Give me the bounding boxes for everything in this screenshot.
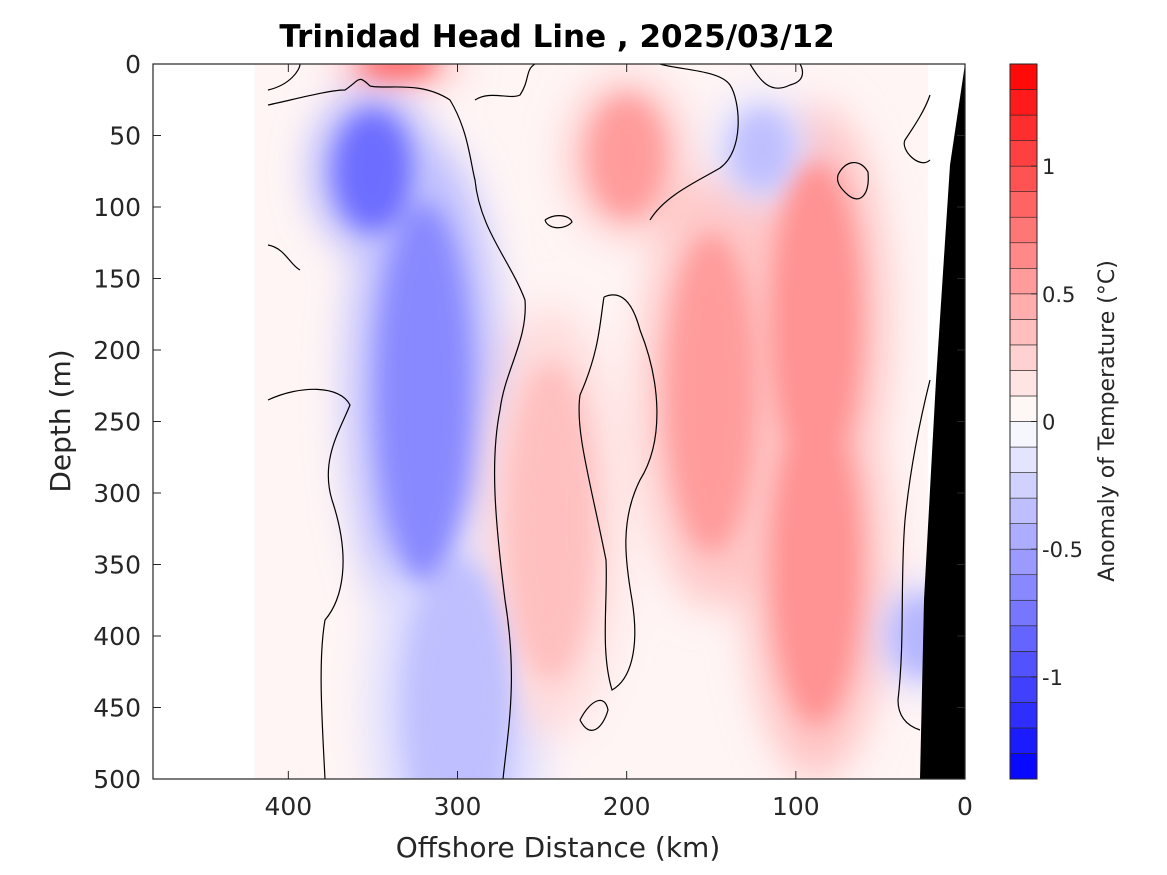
feature-core <box>771 404 862 725</box>
x-axis-ticks: 400 300 200 100 0 <box>264 64 973 821</box>
y-axis-ticks: 0 50 100 150 200 250 300 350 400 450 500 <box>93 50 965 794</box>
x-tick-label: 200 <box>603 792 651 821</box>
feature-core <box>666 232 757 553</box>
y-tick-label: 500 <box>93 765 141 794</box>
colorbar-cell <box>1009 472 1038 499</box>
feature-core <box>505 361 596 682</box>
colorbar-cell <box>1009 242 1038 269</box>
zero-contours <box>267 64 931 779</box>
colorbar-cell <box>1009 293 1038 320</box>
y-tick-label: 400 <box>93 622 141 651</box>
colorbar-cell <box>1009 191 1038 218</box>
colorbar-cell <box>1009 497 1038 524</box>
feature-core <box>402 557 513 779</box>
y-tick-label: 50 <box>109 122 141 151</box>
x-tick-label: 0 <box>957 792 973 821</box>
y-tick-label: 150 <box>93 265 141 294</box>
colorbar-cell <box>1009 676 1038 703</box>
colorbar-cell <box>1009 319 1038 346</box>
colorbar-cell <box>1009 727 1038 754</box>
zero-contour <box>836 162 869 200</box>
colorbar-ticks: -1 -0.5 0 0.5 1 <box>1031 155 1083 690</box>
colorbar-tick-label: 0.5 <box>1042 283 1075 307</box>
colorbar-cell <box>1009 370 1038 397</box>
colorbar-cell <box>1009 165 1038 192</box>
colorbar-cell <box>1009 63 1038 90</box>
feature-core <box>588 96 665 217</box>
zero-contour <box>267 388 351 779</box>
feature-core <box>732 109 792 190</box>
x-tick-label: 300 <box>434 792 482 821</box>
colorbar-tick-label: 0 <box>1042 411 1055 435</box>
colorbar-cell <box>1009 651 1038 678</box>
feature-core <box>771 161 862 482</box>
colorbar-cell <box>1009 625 1038 652</box>
zero-contour <box>267 78 526 779</box>
colorbar-cell <box>1009 216 1038 244</box>
colorbar-cell <box>1009 574 1038 601</box>
colorbar-cell <box>1009 421 1038 448</box>
zero-contour <box>903 94 931 164</box>
zero-contour <box>544 215 573 229</box>
no-data-region <box>153 64 255 779</box>
zero-contour <box>267 64 301 91</box>
colorbar-cell <box>1009 140 1038 167</box>
y-tick-label: 450 <box>93 694 141 723</box>
colorbar-cell <box>1009 267 1038 295</box>
colorbar-tick-label: 1 <box>1042 155 1055 179</box>
colorbar-cell <box>1009 89 1038 116</box>
field-cores <box>334 64 953 779</box>
colorbar-cell <box>1009 599 1038 627</box>
anomaly-field <box>153 64 965 779</box>
feature-core <box>375 202 472 583</box>
y-axis-label: Depth (m) <box>44 349 77 492</box>
colorbar-cell <box>1009 446 1038 473</box>
y-tick-label: 200 <box>93 336 141 365</box>
colorbar-tick-label: -0.5 <box>1042 538 1083 562</box>
x-axis-label: Offshore Distance (km) <box>396 831 721 864</box>
colorbar-cell <box>1009 548 1038 576</box>
colorbar-cell <box>1009 753 1038 780</box>
zero-contour <box>897 379 931 731</box>
colorbar: -1 -0.5 0 0.5 1 Anomaly of Temperature (°C) <box>1009 63 1120 780</box>
bathymetry <box>920 64 965 779</box>
colorbar-cell <box>1009 114 1038 141</box>
zero-contour <box>749 64 804 89</box>
zero-contour <box>474 64 536 101</box>
colorbar-cell <box>1009 395 1038 422</box>
y-tick-label: 300 <box>93 479 141 508</box>
feature-core <box>358 64 439 76</box>
zero-contour <box>578 294 658 691</box>
x-tick-label: 400 <box>264 792 312 821</box>
x-tick-label: 100 <box>772 792 820 821</box>
zero-contour <box>579 699 609 731</box>
zero-contour <box>649 64 739 221</box>
zero-contour <box>267 244 301 271</box>
colorbar-cell <box>1009 344 1038 371</box>
colorbar-cell <box>1009 523 1038 550</box>
chart-title: Trinidad Head Line , 2025/03/12 <box>279 19 834 55</box>
y-tick-label: 0 <box>125 50 141 79</box>
y-tick-label: 250 <box>93 408 141 437</box>
colorbar-tick-label: -1 <box>1042 666 1063 690</box>
y-tick-label: 350 <box>93 551 141 580</box>
colorbar-cell <box>1009 702 1038 729</box>
plot-area: 400 300 200 100 0 0 50 100 150 200 250 300 350 400 45… <box>93 50 973 821</box>
feature-core <box>334 111 411 232</box>
colorbar-label: Anomaly of Temperature (°C) <box>1095 260 1120 582</box>
y-tick-label: 100 <box>93 193 141 222</box>
